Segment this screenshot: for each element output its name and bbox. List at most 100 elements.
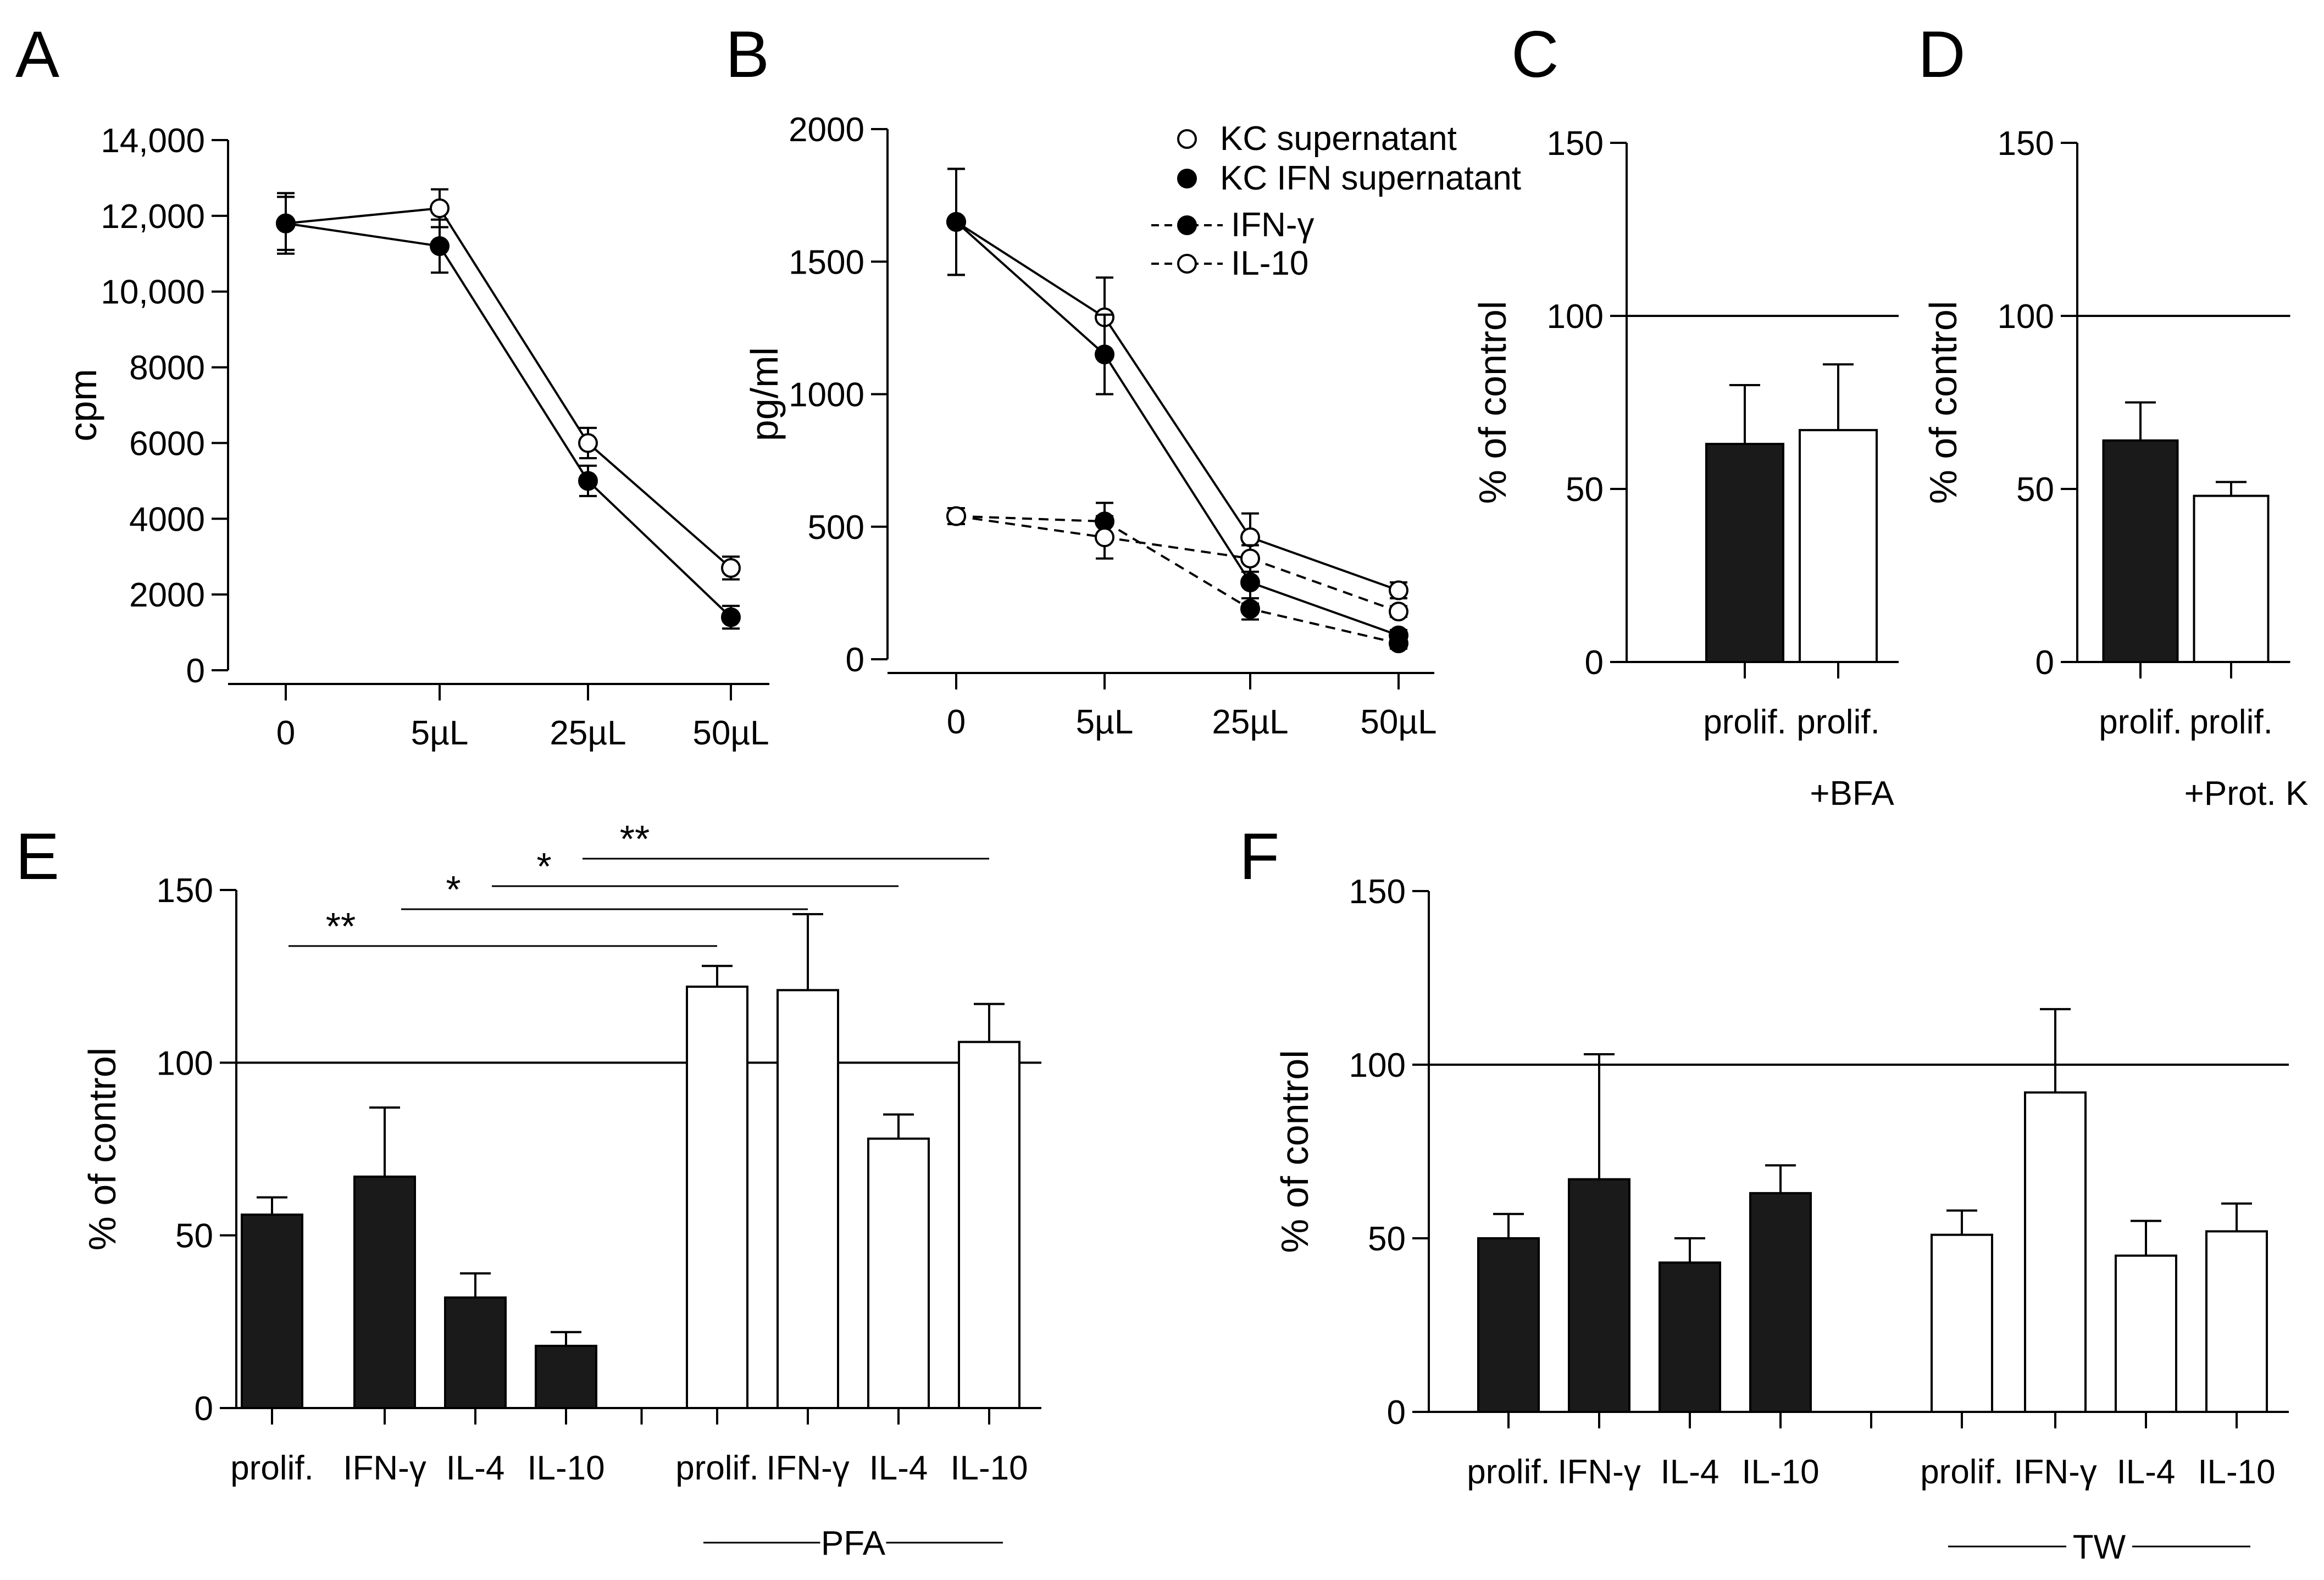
- x-tick-label-F: IFN-γ: [2014, 1453, 2097, 1491]
- legend-label: IFN-γ: [1231, 206, 1314, 244]
- significance-label: *: [446, 868, 461, 911]
- data-point-A: [430, 198, 450, 219]
- bar-E: [867, 1137, 930, 1409]
- x-tick-label-B: 0: [947, 703, 966, 741]
- panel-B: B 0 500 1000 1500 2000 pg/ml 0 5µL 25µL 50µL KC sup…: [725, 18, 1521, 741]
- panel-letter-E: E: [15, 820, 59, 893]
- bar-C: [1799, 429, 1878, 664]
- x-tick-label-B: 25µL: [1212, 703, 1288, 741]
- y-tick-label-D: 50: [2016, 471, 2054, 509]
- significance-label: **: [326, 905, 356, 948]
- data-point-B: [1095, 527, 1114, 548]
- bar-E: [535, 1344, 597, 1410]
- bar-E: [241, 1213, 303, 1410]
- significance-label: *: [536, 845, 551, 888]
- x-tick-label-F: prolif.: [1920, 1453, 2004, 1491]
- x-tick-label-B: 50µL: [1360, 703, 1436, 741]
- panel-letter-F: F: [1239, 820, 1279, 893]
- series-line-B-1: [955, 221, 1399, 637]
- data-point-A: [721, 558, 741, 578]
- data-point-A: [578, 433, 598, 453]
- y-tick-label-C: 0: [1585, 644, 1604, 682]
- series-line-A-1: [285, 222, 732, 618]
- y-tick-label-F: 100: [1349, 1047, 1406, 1084]
- data-point-B: [1240, 548, 1260, 569]
- y-tick-label-A: 6000: [129, 425, 205, 463]
- y-axis-label-B: pg/ml: [743, 347, 786, 441]
- legend-label: IL-10: [1231, 244, 1308, 282]
- panel-letter-B: B: [725, 18, 769, 91]
- y-tick-label-D: 100: [1998, 298, 2054, 336]
- series-line-A-0: [285, 207, 732, 569]
- data-point-B: [1389, 602, 1408, 622]
- x-tick-label-E: IL-4: [446, 1449, 505, 1487]
- data-point-B: [946, 506, 966, 526]
- y-tick-label-C: 100: [1547, 298, 1604, 336]
- y-tick-label-A: 4000: [129, 500, 205, 538]
- bar-F: [1931, 1233, 1993, 1413]
- bar-E: [776, 989, 839, 1409]
- bar-C: [1705, 443, 1784, 663]
- data-point-B: [1389, 633, 1408, 654]
- x-tick-label-E: prolif.: [675, 1449, 759, 1487]
- x-tick-label-E: IFN-γ: [343, 1449, 426, 1487]
- x-tick-label-E: IL-10: [527, 1449, 604, 1487]
- series-line-B-0: [955, 221, 1399, 592]
- legend-label: KC supernatant: [1220, 120, 1457, 158]
- x-tick-label-B: 5µL: [1076, 703, 1134, 741]
- y-tick-label-C: 150: [1547, 125, 1604, 163]
- data-point-A: [578, 471, 598, 491]
- x-tick-label-F: IL-10: [2198, 1453, 2275, 1491]
- series-line-B-2: [956, 515, 1399, 644]
- data-point-A: [430, 236, 450, 256]
- x-tick-label-A: 50µL: [692, 714, 769, 752]
- y-tick-label-A: 8000: [129, 349, 205, 387]
- x-tick-label-E: prolif.: [230, 1449, 314, 1487]
- bar-E: [686, 986, 748, 1409]
- y-tick-label-B: 500: [808, 509, 864, 547]
- y-tick-label-E: 0: [195, 1390, 213, 1428]
- bar-F: [1568, 1178, 1630, 1414]
- legend-marker: [1177, 129, 1197, 149]
- y-axis-label-A: cpm: [62, 369, 104, 441]
- bar-F: [1749, 1192, 1812, 1414]
- x-tick-label-D: prolif.: [2099, 703, 2182, 741]
- panel-letter-C: C: [1511, 18, 1559, 91]
- sublabel-C: +BFA: [1810, 775, 1894, 813]
- y-tick-label-F: 150: [1349, 873, 1406, 911]
- x-tick-label-D: prolif.: [2189, 703, 2273, 741]
- y-tick-label-A: 12,000: [101, 198, 205, 236]
- sublabel-D: +Prot. K: [2184, 775, 2309, 813]
- panel-letter-A: A: [15, 18, 59, 91]
- x-tick-label-E: IL-4: [869, 1449, 928, 1487]
- y-tick-label-D: 0: [2035, 644, 2054, 682]
- y-tick-label-A: 14,000: [101, 122, 205, 160]
- y-tick-label-B: 0: [846, 641, 864, 679]
- y-tick-label-A: 0: [186, 652, 205, 690]
- bar-D: [2102, 439, 2179, 663]
- legend-marker: [1177, 169, 1197, 188]
- bar-F: [1477, 1237, 1540, 1413]
- data-point-B: [1240, 599, 1260, 619]
- group-label-E: PFA: [821, 1525, 886, 1562]
- data-point-A: [276, 213, 296, 233]
- panel-C: C 0 50 100 150 % of control prolif. prolif. +BFA: [1471, 18, 1899, 813]
- data-point-B: [1240, 572, 1260, 593]
- x-tick-label-F: prolif.: [1467, 1453, 1550, 1491]
- legend-marker: [1177, 215, 1197, 235]
- x-tick-label-A: 0: [276, 714, 295, 752]
- y-axis-label-C: % of control: [1471, 301, 1514, 504]
- x-tick-label-F: IFN-γ: [1557, 1453, 1641, 1491]
- bar-F: [2024, 1091, 2087, 1414]
- y-axis-label-D: % of control: [1922, 301, 1965, 504]
- data-point-B: [946, 212, 966, 232]
- y-tick-label-E: 50: [175, 1217, 213, 1255]
- bar-D: [2193, 494, 2270, 663]
- bar-F: [1659, 1261, 1721, 1413]
- panel-letter-D: D: [1918, 18, 1966, 91]
- x-tick-label-E: IL-10: [950, 1449, 1028, 1487]
- bar-F: [2115, 1254, 2177, 1414]
